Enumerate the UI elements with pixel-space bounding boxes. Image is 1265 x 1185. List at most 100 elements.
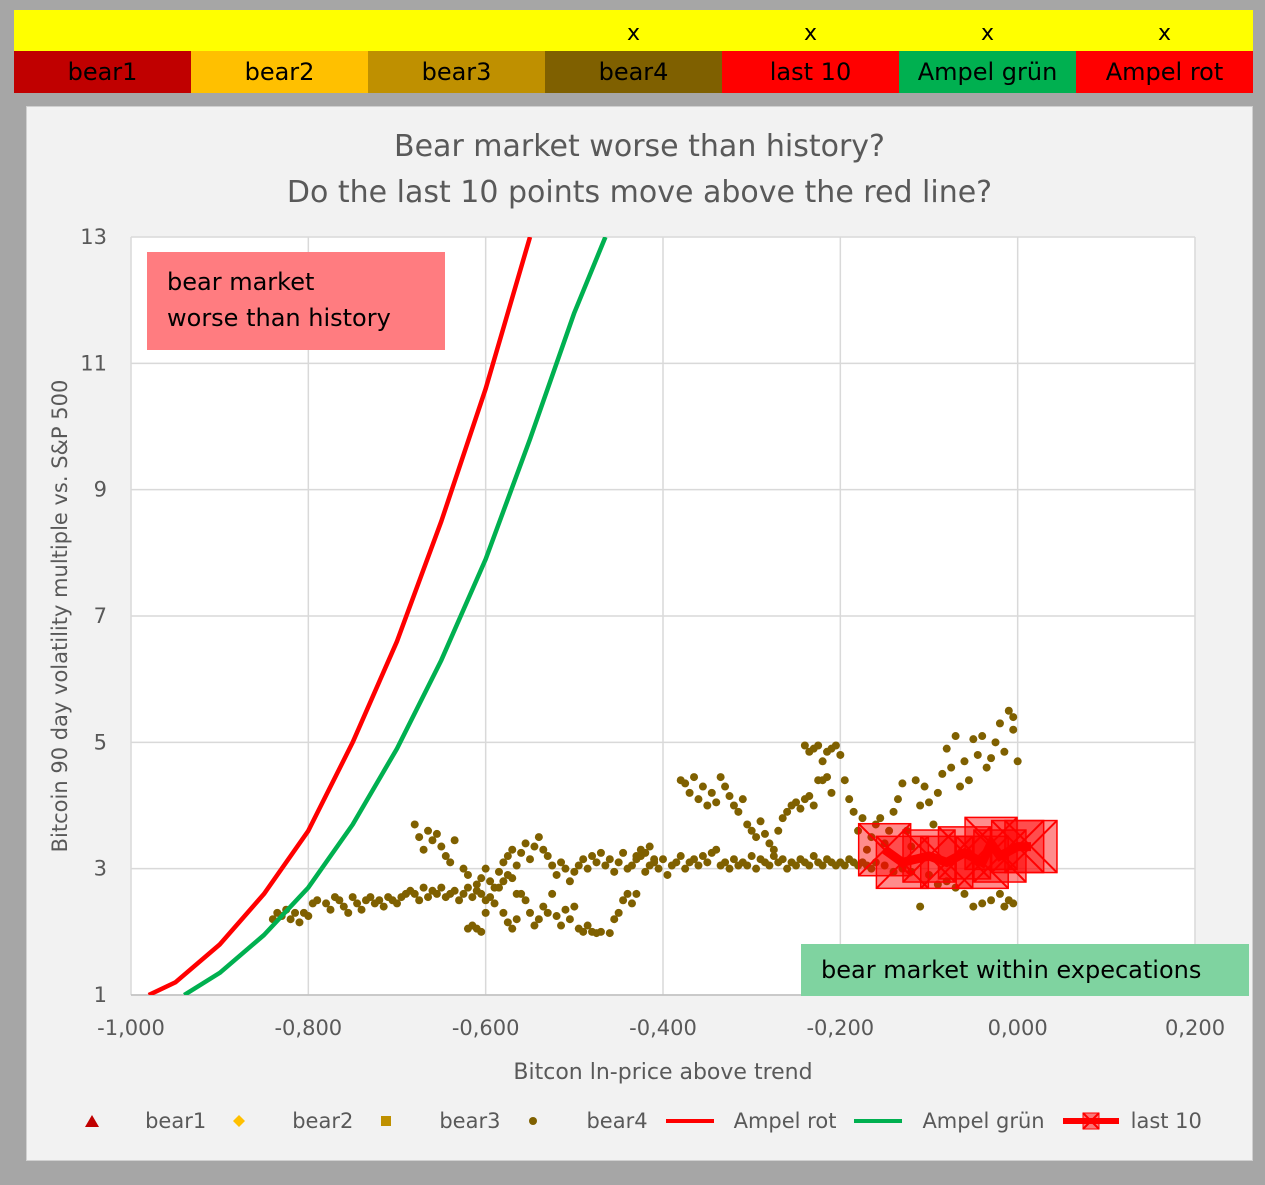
- legend-item-bear4: bear4: [518, 1109, 648, 1133]
- point-bear4: [548, 861, 557, 870]
- point-bear4: [375, 896, 384, 905]
- legend-label-ampel-rot: Ampel rot: [733, 1109, 837, 1133]
- point-bear4: [849, 807, 858, 816]
- point-bear4: [783, 864, 792, 873]
- point-bear4: [681, 779, 690, 788]
- x-square-marker-icon: [1062, 1112, 1119, 1130]
- legend-label-last10: last 10: [1130, 1109, 1202, 1133]
- point-bear4: [561, 905, 570, 914]
- point-bear4: [685, 788, 694, 797]
- point-bear4: [929, 820, 938, 829]
- marker-x-last-10: [902, 829, 956, 883]
- point-bear4: [707, 788, 716, 797]
- point-bear4: [712, 845, 721, 854]
- mark-last10: x: [803, 21, 818, 46]
- chart-title-line1: Bear market worse than history?: [394, 129, 885, 164]
- callout-within-line1: bear market within expecations: [821, 956, 1202, 984]
- point-bear4: [424, 826, 433, 835]
- point-bear4: [925, 798, 933, 807]
- point-bear4: [938, 769, 947, 778]
- point-bear4: [916, 902, 925, 911]
- chart-title-line2: Do the last 10 points move above the red…: [286, 175, 993, 210]
- point-bear4: [712, 798, 721, 807]
- point-bear4: [326, 905, 335, 914]
- point-bear4: [534, 833, 543, 842]
- point-bear4: [450, 886, 459, 895]
- point-bear4: [1009, 713, 1018, 722]
- y-axis-label: Bitcoin 90 day volatility multiple vs. S…: [48, 380, 72, 853]
- point-bear4: [424, 893, 433, 902]
- point-bear4: [539, 902, 548, 911]
- point-bear4: [703, 801, 712, 810]
- point-bear4: [481, 864, 490, 873]
- point-bear4: [752, 864, 761, 873]
- callout-worse-line1: bear market: [167, 268, 315, 296]
- x-tick-label: -0,400: [629, 1016, 697, 1040]
- point-bear4: [313, 896, 322, 905]
- marker-x-last-10: [973, 829, 1027, 883]
- point-bear4: [725, 864, 734, 873]
- point-bear4: [1004, 706, 1013, 715]
- point-bear4: [393, 899, 401, 908]
- point-bear4: [778, 855, 787, 864]
- point-bear4: [526, 855, 534, 864]
- point-bear4: [716, 773, 725, 782]
- x-tick-label: -0,600: [452, 1016, 520, 1040]
- point-bear4: [805, 792, 814, 801]
- point-bear4: [481, 908, 490, 917]
- point-bear4: [632, 889, 641, 898]
- point-bear4: [1009, 725, 1018, 734]
- point-bear4: [876, 814, 885, 823]
- point-bear4: [973, 750, 982, 759]
- point-bear4: [419, 845, 428, 854]
- point-bear4: [499, 858, 508, 867]
- point-bear4: [463, 870, 472, 879]
- point-bear4: [991, 738, 1000, 747]
- point-bear4: [858, 814, 867, 823]
- point-bear4: [703, 858, 712, 867]
- point-bear4: [752, 833, 761, 842]
- point-bear4: [565, 915, 574, 924]
- point-bear4: [641, 848, 650, 857]
- cat-bear4: bear4: [545, 51, 722, 93]
- point-bear4: [561, 864, 570, 873]
- point-bear4: [951, 732, 960, 741]
- x-tick-label: 0,000: [988, 1016, 1048, 1040]
- point-bear4: [721, 858, 730, 867]
- legend-item-ampel-gruen: Ampel grün: [854, 1109, 1045, 1133]
- point-bear4: [605, 929, 614, 938]
- point-bear4: [978, 899, 987, 908]
- legend-item-last10: last 10: [1062, 1109, 1202, 1133]
- point-bear4: [552, 912, 561, 921]
- legend-item-bear1: bear1: [77, 1109, 206, 1133]
- point-bear4: [978, 732, 987, 741]
- point-bear4: [415, 833, 424, 842]
- point-bear4: [526, 908, 534, 917]
- point-bear4: [446, 858, 455, 867]
- point-bear4: [840, 861, 849, 870]
- point-bear4: [291, 908, 300, 917]
- point-bear4: [743, 820, 752, 829]
- point-bear4: [627, 899, 636, 908]
- point-bear4: [769, 852, 778, 861]
- cat-bear1: bear1: [14, 51, 191, 93]
- point-bear4: [494, 867, 503, 876]
- point-bear4: [565, 877, 574, 886]
- point-bear4: [721, 782, 730, 791]
- point-bear4: [548, 889, 557, 898]
- point-bear4: [574, 861, 583, 870]
- point-bear4: [987, 896, 996, 905]
- point-bear4: [942, 744, 951, 753]
- point-bear4: [583, 864, 592, 873]
- point-bear4: [344, 908, 353, 917]
- line-ampel-gr-n: [183, 237, 608, 995]
- point-bear4: [419, 883, 428, 892]
- point-bear4: [627, 861, 636, 870]
- point-bear4: [663, 870, 672, 879]
- point-bear4: [322, 899, 331, 908]
- chart-legend: bear1 bear2 bear3 bear4 Ampel rot Ampel …: [27, 1101, 1252, 1141]
- point-bear4: [911, 776, 920, 785]
- mark-ampel-gruen: x: [980, 21, 995, 46]
- point-bear4: [889, 807, 898, 816]
- point-bear4: [499, 908, 508, 917]
